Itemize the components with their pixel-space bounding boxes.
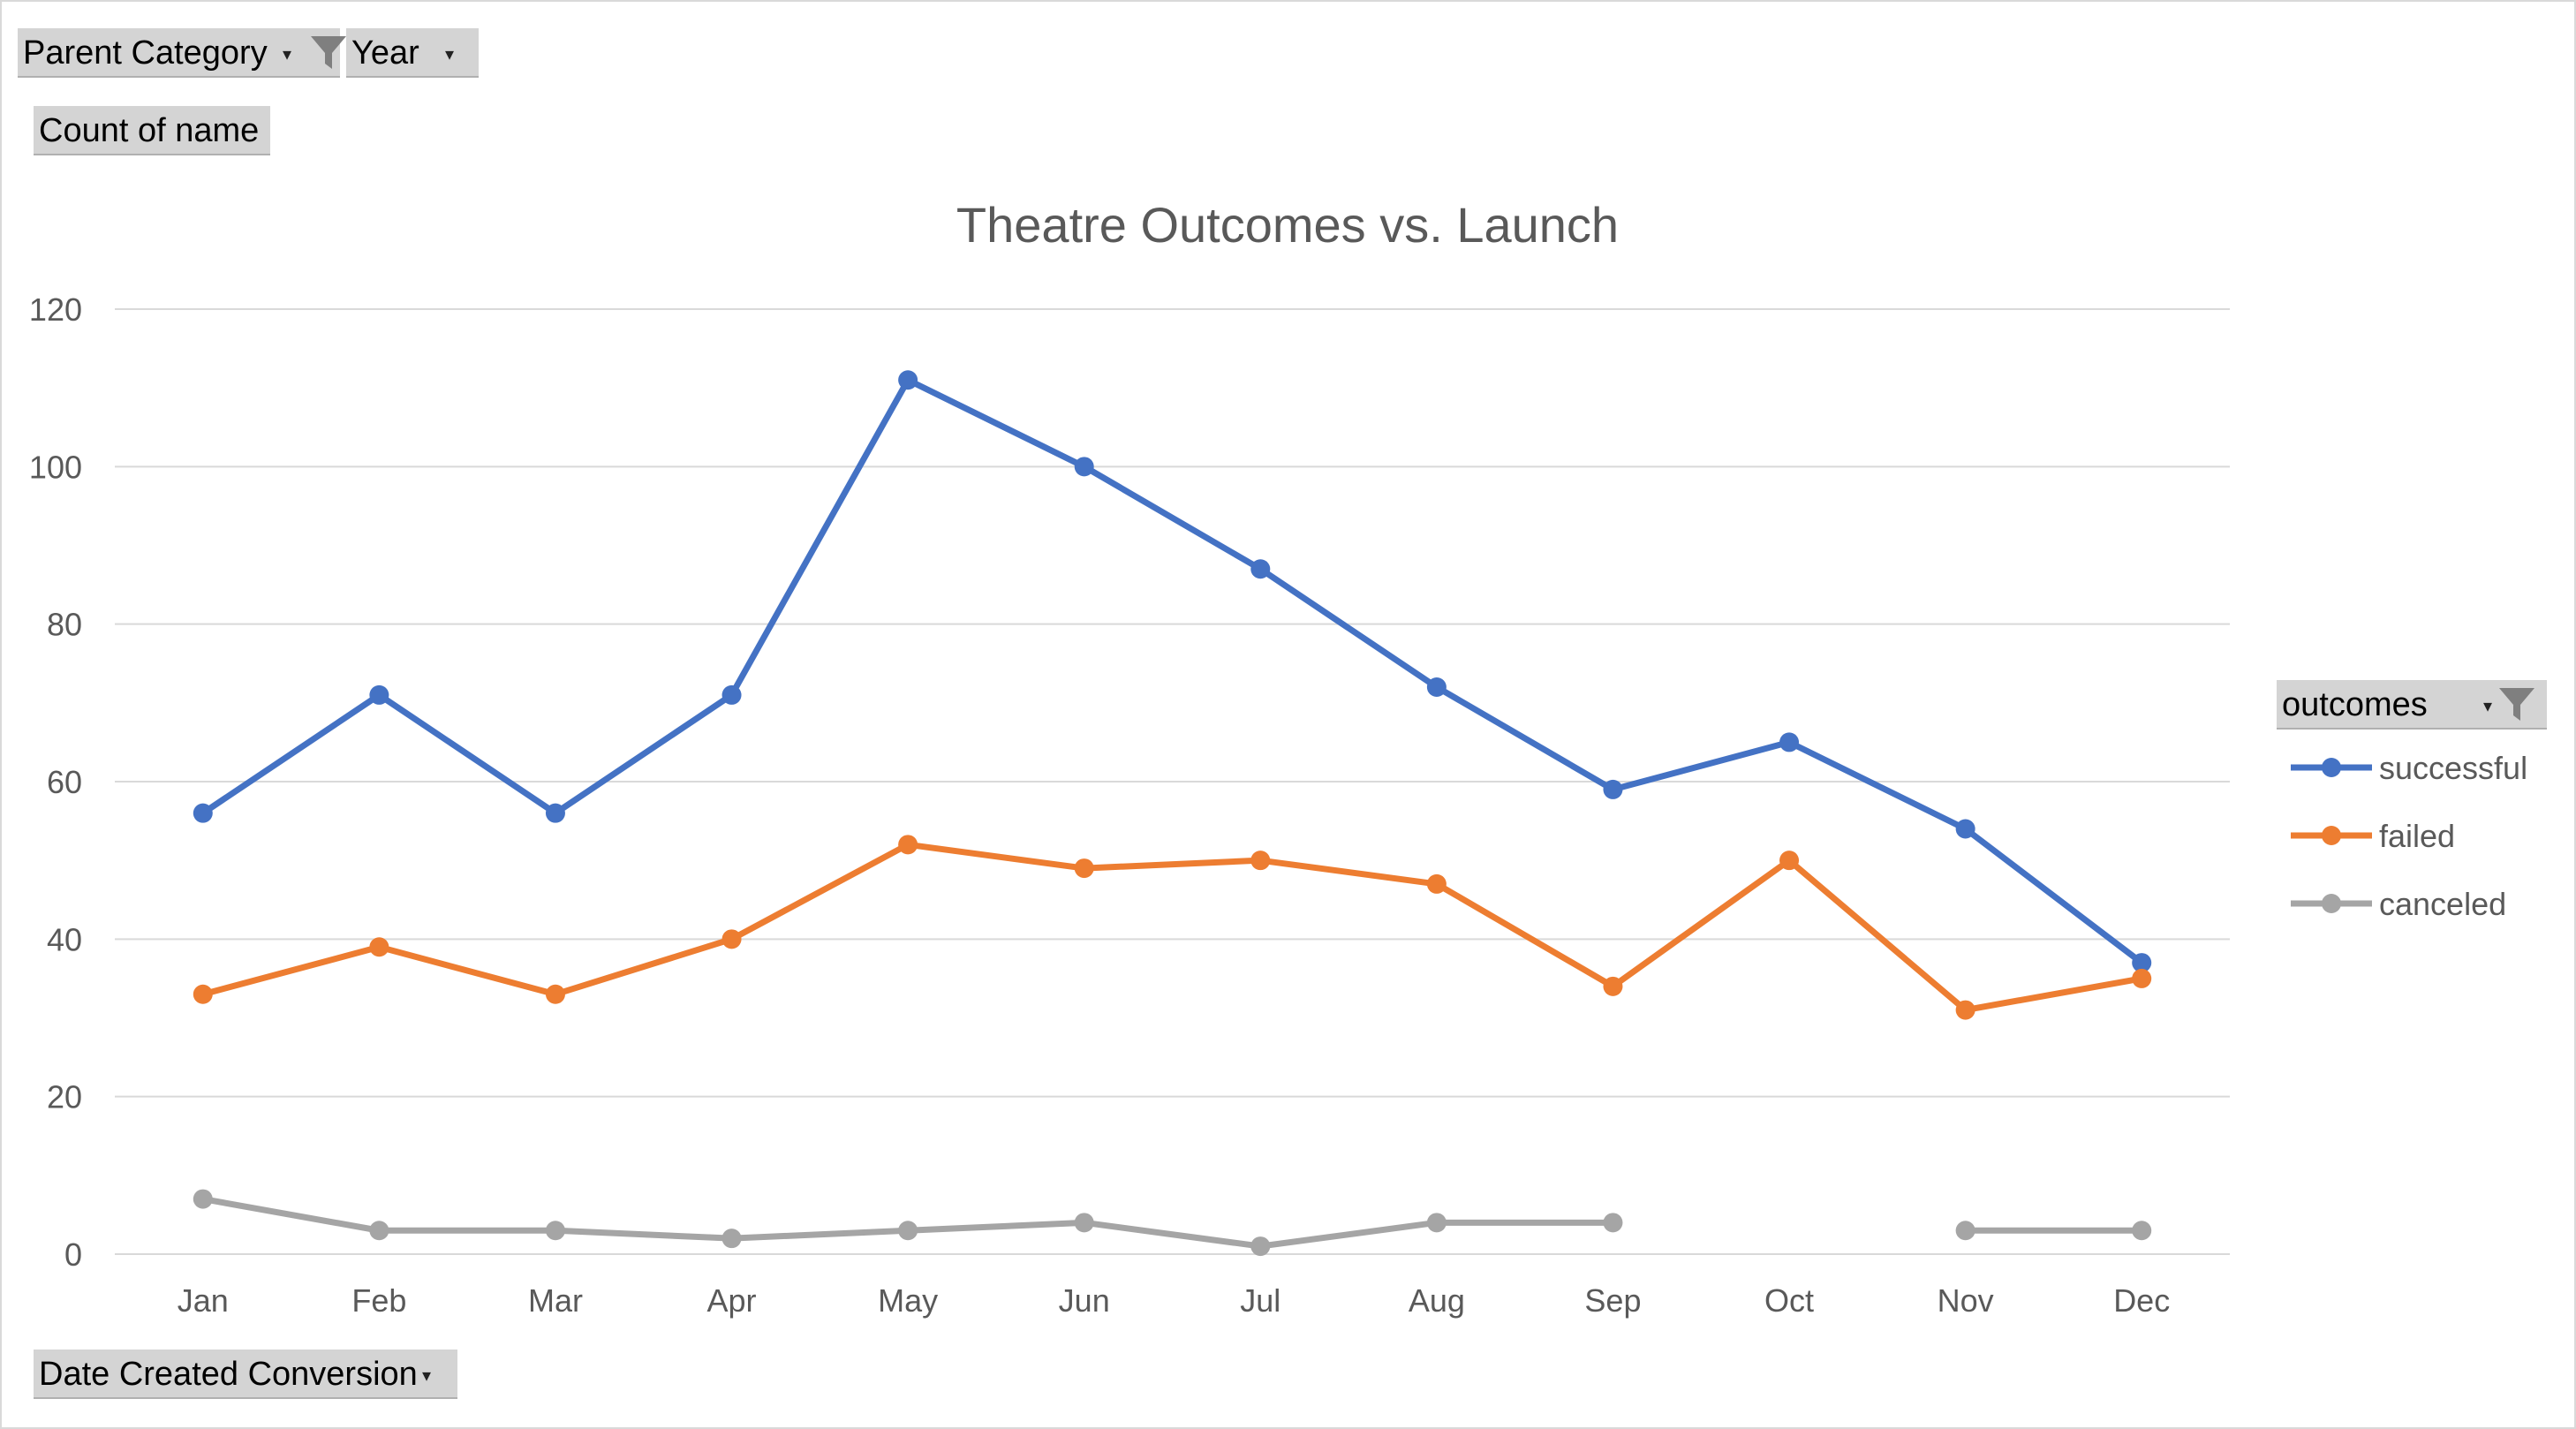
data-point-failed xyxy=(898,835,918,855)
legend-swatch-marker xyxy=(2322,826,2341,845)
x-tick-label: Apr xyxy=(707,1282,757,1319)
axis-field-label: Date Created Conversion xyxy=(39,1356,418,1393)
value-field-button[interactable]: Count of name xyxy=(34,106,270,155)
caret-down-icon: ▾ xyxy=(445,45,455,64)
data-point-canceled xyxy=(1955,1221,1975,1241)
data-point-successful xyxy=(545,803,565,823)
parent-category-label: Parent Category xyxy=(23,34,268,72)
legend-swatch-marker xyxy=(2322,894,2341,913)
data-point-canceled xyxy=(1426,1213,1447,1233)
data-point-successful xyxy=(721,684,742,705)
data-point-failed xyxy=(1779,851,1800,871)
data-point-failed xyxy=(1426,873,1447,894)
data-point-successful xyxy=(1250,559,1271,579)
legend-entry-canceled: canceled xyxy=(2379,886,2506,922)
data-point-successful xyxy=(1074,457,1094,477)
data-point-failed xyxy=(1074,858,1094,879)
data-point-failed xyxy=(1250,851,1271,871)
funnel-icon xyxy=(2499,688,2534,721)
x-tick-label: Jun xyxy=(1059,1282,1110,1319)
x-tick-label: Feb xyxy=(351,1282,406,1319)
chart-title: Theatre Outcomes vs. Launch xyxy=(956,197,1619,253)
x-tick-label: Dec xyxy=(2113,1282,2170,1319)
data-point-successful xyxy=(1426,677,1447,697)
caret-down-icon: ▾ xyxy=(422,1366,432,1386)
series-line-failed xyxy=(201,841,2142,1014)
data-point-failed xyxy=(193,984,213,1004)
year-filter-button[interactable]: Year ▾ xyxy=(346,28,479,78)
data-point-failed xyxy=(545,984,565,1004)
axis-field-button[interactable]: Date Created Conversion ▾ xyxy=(34,1350,457,1399)
y-tick-label: 120 xyxy=(29,291,82,328)
data-point-canceled xyxy=(545,1221,565,1241)
data-point-successful xyxy=(1779,732,1800,752)
legend-field-button[interactable]: outcomes ▾ xyxy=(2277,680,2547,730)
x-tick-label: Sep xyxy=(1584,1282,1641,1319)
data-point-canceled xyxy=(721,1229,742,1249)
x-tick-label: Nov xyxy=(1938,1282,1994,1319)
y-tick-label: 100 xyxy=(29,449,82,485)
year-label: Year xyxy=(351,34,419,72)
x-tick-label: Jul xyxy=(1240,1282,1280,1319)
data-point-canceled xyxy=(1074,1213,1094,1233)
legend-entry-successful: successful xyxy=(2379,750,2527,786)
legend-entry-failed: failed xyxy=(2379,818,2455,854)
data-point-successful xyxy=(369,684,389,705)
caret-down-icon: ▾ xyxy=(283,45,292,64)
data-point-successful xyxy=(898,370,918,390)
y-tick-label: 20 xyxy=(47,1079,82,1115)
x-tick-label: Aug xyxy=(1409,1282,1465,1319)
data-point-canceled xyxy=(369,1221,389,1241)
data-point-successful xyxy=(2132,953,2152,973)
data-point-canceled xyxy=(193,1189,213,1209)
data-point-canceled xyxy=(2132,1221,2152,1241)
data-point-failed xyxy=(2132,968,2152,988)
x-tick-label: Jan xyxy=(178,1282,229,1319)
data-point-failed xyxy=(369,937,389,957)
y-tick-label: 0 xyxy=(64,1236,82,1273)
data-point-successful xyxy=(193,803,213,823)
data-point-successful xyxy=(1955,819,1975,839)
data-point-failed xyxy=(1603,976,1623,996)
data-point-failed xyxy=(721,929,742,949)
x-tick-label: Mar xyxy=(528,1282,583,1319)
series-line-successful xyxy=(200,376,2144,965)
funnel-icon xyxy=(311,36,346,69)
data-point-failed xyxy=(1955,1000,1975,1020)
caret-down-icon: ▾ xyxy=(2483,697,2493,716)
parent-category-filter-button[interactable]: Parent Category ▾ xyxy=(18,28,346,78)
y-tick-label: 80 xyxy=(47,607,82,643)
data-point-canceled xyxy=(1250,1236,1271,1257)
value-field-label: Count of name xyxy=(39,112,260,149)
data-point-canceled xyxy=(898,1221,918,1241)
y-tick-label: 40 xyxy=(47,921,82,957)
data-point-successful xyxy=(1603,779,1623,799)
x-tick-label: Oct xyxy=(1764,1282,1814,1319)
y-tick-label: 60 xyxy=(47,764,82,800)
x-tick-label: May xyxy=(878,1282,938,1319)
legend-swatch-marker xyxy=(2322,758,2341,777)
legend-field-label: outcomes xyxy=(2282,686,2428,723)
data-point-canceled xyxy=(1603,1213,1623,1233)
